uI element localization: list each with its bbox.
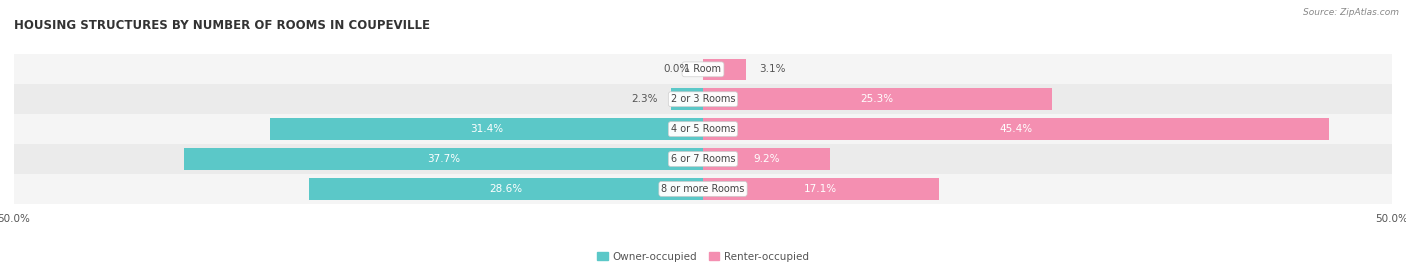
Text: 28.6%: 28.6% [489, 184, 523, 194]
Bar [671, 89, 703, 110]
Bar [14, 114, 1392, 144]
Text: 9.2%: 9.2% [754, 154, 780, 164]
Bar [703, 118, 1329, 140]
Bar [270, 118, 703, 140]
Bar [14, 174, 1392, 204]
Bar [14, 144, 1392, 174]
Text: 4 or 5 Rooms: 4 or 5 Rooms [671, 124, 735, 134]
Text: 2.3%: 2.3% [631, 94, 658, 104]
Bar [309, 178, 703, 200]
Bar [703, 89, 1052, 110]
Text: 31.4%: 31.4% [470, 124, 503, 134]
Text: 25.3%: 25.3% [860, 94, 894, 104]
Text: 2 or 3 Rooms: 2 or 3 Rooms [671, 94, 735, 104]
Text: 8 or more Rooms: 8 or more Rooms [661, 184, 745, 194]
Text: 6 or 7 Rooms: 6 or 7 Rooms [671, 154, 735, 164]
Bar [14, 84, 1392, 114]
Text: Source: ZipAtlas.com: Source: ZipAtlas.com [1303, 8, 1399, 17]
Text: 3.1%: 3.1% [759, 64, 786, 74]
Text: HOUSING STRUCTURES BY NUMBER OF ROOMS IN COUPEVILLE: HOUSING STRUCTURES BY NUMBER OF ROOMS IN… [14, 19, 430, 32]
Bar [184, 148, 703, 170]
Text: 17.1%: 17.1% [804, 184, 838, 194]
Bar [14, 54, 1392, 84]
Legend: Owner-occupied, Renter-occupied: Owner-occupied, Renter-occupied [593, 247, 813, 266]
Bar [703, 148, 830, 170]
Text: 37.7%: 37.7% [426, 154, 460, 164]
Text: 45.4%: 45.4% [1000, 124, 1032, 134]
Text: 0.0%: 0.0% [664, 64, 689, 74]
Bar [703, 59, 745, 80]
Bar [703, 178, 939, 200]
Text: 1 Room: 1 Room [685, 64, 721, 74]
